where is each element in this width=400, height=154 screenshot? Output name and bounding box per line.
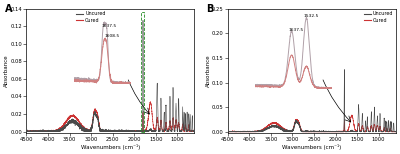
Text: B: B — [206, 4, 213, 14]
Y-axis label: Absorbance: Absorbance — [206, 55, 210, 87]
Legend: Uncured, Cured: Uncured, Cured — [364, 11, 394, 23]
Bar — [141, 12, 144, 132]
X-axis label: Wavenumbers (cm⁻¹): Wavenumbers (cm⁻¹) — [81, 144, 140, 150]
Text: A: A — [5, 4, 12, 14]
X-axis label: Wavenumbers (cm⁻¹): Wavenumbers (cm⁻¹) — [282, 144, 342, 150]
Legend: Uncured, Cured: Uncured, Cured — [76, 11, 106, 23]
Y-axis label: Absorbance: Absorbance — [4, 55, 9, 87]
